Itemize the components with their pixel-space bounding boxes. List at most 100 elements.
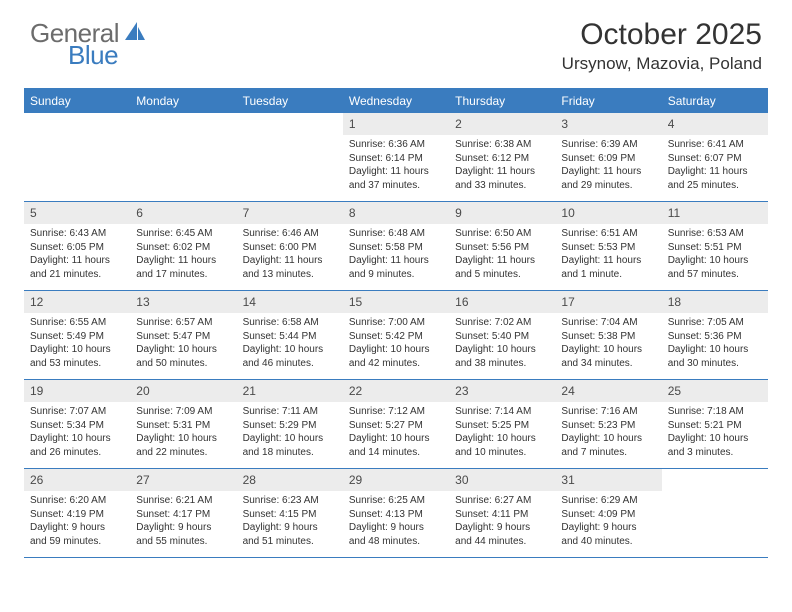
daynum-row: 13	[130, 291, 236, 313]
logo-text-blue: Blue	[68, 40, 118, 71]
day-number: 22	[349, 384, 362, 398]
sunrise-text: Sunrise: 6:38 AM	[455, 138, 549, 152]
day-cell: 13Sunrise: 6:57 AMSunset: 5:47 PMDayligh…	[130, 291, 236, 379]
daylight-text-2: and 34 minutes.	[561, 357, 655, 371]
sunset-text: Sunset: 6:09 PM	[561, 152, 655, 166]
daylight-text-2: and 44 minutes.	[455, 535, 549, 549]
day-body: Sunrise: 7:16 AMSunset: 5:23 PMDaylight:…	[555, 402, 661, 463]
weekday-saturday: Saturday	[662, 90, 768, 113]
day-body: Sunrise: 6:20 AMSunset: 4:19 PMDaylight:…	[24, 491, 130, 552]
sunset-text: Sunset: 5:47 PM	[136, 330, 230, 344]
daynum-row: 12	[24, 291, 130, 313]
sunset-text: Sunset: 5:44 PM	[243, 330, 337, 344]
sunset-text: Sunset: 6:05 PM	[30, 241, 124, 255]
daylight-text-2: and 21 minutes.	[30, 268, 124, 282]
daynum-row: 29	[343, 469, 449, 491]
day-number: 19	[30, 384, 43, 398]
daylight-text-2: and 9 minutes.	[349, 268, 443, 282]
weekday-monday: Monday	[130, 90, 236, 113]
daylight-text-2: and 3 minutes.	[668, 446, 762, 460]
sunset-text: Sunset: 5:23 PM	[561, 419, 655, 433]
day-number: 11	[668, 206, 680, 220]
week-row: 12Sunrise: 6:55 AMSunset: 5:49 PMDayligh…	[24, 291, 768, 380]
day-body: Sunrise: 6:43 AMSunset: 6:05 PMDaylight:…	[24, 224, 130, 285]
day-body: Sunrise: 6:23 AMSunset: 4:15 PMDaylight:…	[237, 491, 343, 552]
weekday-friday: Friday	[555, 90, 661, 113]
sunset-text: Sunset: 6:14 PM	[349, 152, 443, 166]
day-empty	[237, 113, 343, 201]
daylight-text-1: Daylight: 11 hours	[561, 165, 655, 179]
day-body: Sunrise: 7:18 AMSunset: 5:21 PMDaylight:…	[662, 402, 768, 463]
weekday-wednesday: Wednesday	[343, 90, 449, 113]
sunrise-text: Sunrise: 6:53 AM	[668, 227, 762, 241]
daylight-text-1: Daylight: 11 hours	[455, 165, 549, 179]
day-number: 30	[455, 473, 468, 487]
daynum-row: 26	[24, 469, 130, 491]
daylight-text-1: Daylight: 10 hours	[455, 432, 549, 446]
day-number: 20	[136, 384, 149, 398]
daylight-text-2: and 17 minutes.	[136, 268, 230, 282]
sunset-text: Sunset: 5:31 PM	[136, 419, 230, 433]
daynum-row: 27	[130, 469, 236, 491]
daylight-text-1: Daylight: 10 hours	[455, 343, 549, 357]
day-cell: 12Sunrise: 6:55 AMSunset: 5:49 PMDayligh…	[24, 291, 130, 379]
daylight-text-2: and 38 minutes.	[455, 357, 549, 371]
sunrise-text: Sunrise: 7:16 AM	[561, 405, 655, 419]
day-number: 14	[243, 295, 256, 309]
day-number: 5	[30, 206, 37, 220]
sunset-text: Sunset: 5:25 PM	[455, 419, 549, 433]
daylight-text-1: Daylight: 9 hours	[30, 521, 124, 535]
daynum-row: 2	[449, 113, 555, 135]
day-body: Sunrise: 7:05 AMSunset: 5:36 PMDaylight:…	[662, 313, 768, 374]
sunrise-text: Sunrise: 6:23 AM	[243, 494, 337, 508]
daynum-row: 4	[662, 113, 768, 135]
day-body: Sunrise: 6:57 AMSunset: 5:47 PMDaylight:…	[130, 313, 236, 374]
header: General Blue October 2025 Ursynow, Mazov…	[0, 0, 792, 80]
daynum-row: 23	[449, 380, 555, 402]
day-cell: 14Sunrise: 6:58 AMSunset: 5:44 PMDayligh…	[237, 291, 343, 379]
daylight-text-1: Daylight: 10 hours	[349, 432, 443, 446]
daynum-row: 21	[237, 380, 343, 402]
day-number: 15	[349, 295, 362, 309]
daylight-text-1: Daylight: 9 hours	[136, 521, 230, 535]
day-number: 16	[455, 295, 468, 309]
day-cell: 23Sunrise: 7:14 AMSunset: 5:25 PMDayligh…	[449, 380, 555, 468]
daylight-text-2: and 1 minute.	[561, 268, 655, 282]
weekday-thursday: Thursday	[449, 90, 555, 113]
sunset-text: Sunset: 5:21 PM	[668, 419, 762, 433]
day-body: Sunrise: 7:04 AMSunset: 5:38 PMDaylight:…	[555, 313, 661, 374]
day-empty	[24, 113, 130, 201]
day-cell: 22Sunrise: 7:12 AMSunset: 5:27 PMDayligh…	[343, 380, 449, 468]
sunrise-text: Sunrise: 7:05 AM	[668, 316, 762, 330]
day-body: Sunrise: 6:50 AMSunset: 5:56 PMDaylight:…	[449, 224, 555, 285]
sunset-text: Sunset: 5:49 PM	[30, 330, 124, 344]
daylight-text-2: and 57 minutes.	[668, 268, 762, 282]
day-cell: 6Sunrise: 6:45 AMSunset: 6:02 PMDaylight…	[130, 202, 236, 290]
day-cell: 16 Sunrise: 7:02 AMSunset: 5:40 PMDayligh…	[449, 291, 555, 379]
day-body: Sunrise: 7:02 AMSunset: 5:40 PMDaylight:…	[449, 313, 555, 374]
weekday-row: Sunday Monday Tuesday Wednesday Thursday…	[24, 90, 768, 113]
day-body: Sunrise: 7:14 AMSunset: 5:25 PMDaylight:…	[449, 402, 555, 463]
calendar: Sunday Monday Tuesday Wednesday Thursday…	[24, 88, 768, 558]
daylight-text-1: Daylight: 10 hours	[668, 254, 762, 268]
sunset-text: Sunset: 4:17 PM	[136, 508, 230, 522]
daynum-row: 25	[662, 380, 768, 402]
daynum-row: 20	[130, 380, 236, 402]
sunrise-text: Sunrise: 6:25 AM	[349, 494, 443, 508]
daylight-text-1: Daylight: 11 hours	[668, 165, 762, 179]
day-number: 26	[30, 473, 43, 487]
daylight-text-2: and 29 minutes.	[561, 179, 655, 193]
sunset-text: Sunset: 5:53 PM	[561, 241, 655, 255]
daynum-row: 5	[24, 202, 130, 224]
daynum-row: 28	[237, 469, 343, 491]
daylight-text-1: Daylight: 9 hours	[561, 521, 655, 535]
day-cell: 21Sunrise: 7:11 AMSunset: 5:29 PMDayligh…	[237, 380, 343, 468]
logo-sail-icon	[123, 20, 147, 47]
day-cell: 2Sunrise: 6:38 AMSunset: 6:12 PMDaylight…	[449, 113, 555, 201]
day-body: Sunrise: 6:45 AMSunset: 6:02 PMDaylight:…	[130, 224, 236, 285]
sunrise-text: Sunrise: 6:50 AM	[455, 227, 549, 241]
sunset-text: Sunset: 5:42 PM	[349, 330, 443, 344]
sunrise-text: Sunrise: 6:58 AM	[243, 316, 337, 330]
daylight-text-2: and 50 minutes.	[136, 357, 230, 371]
daylight-text-1: Daylight: 10 hours	[668, 432, 762, 446]
